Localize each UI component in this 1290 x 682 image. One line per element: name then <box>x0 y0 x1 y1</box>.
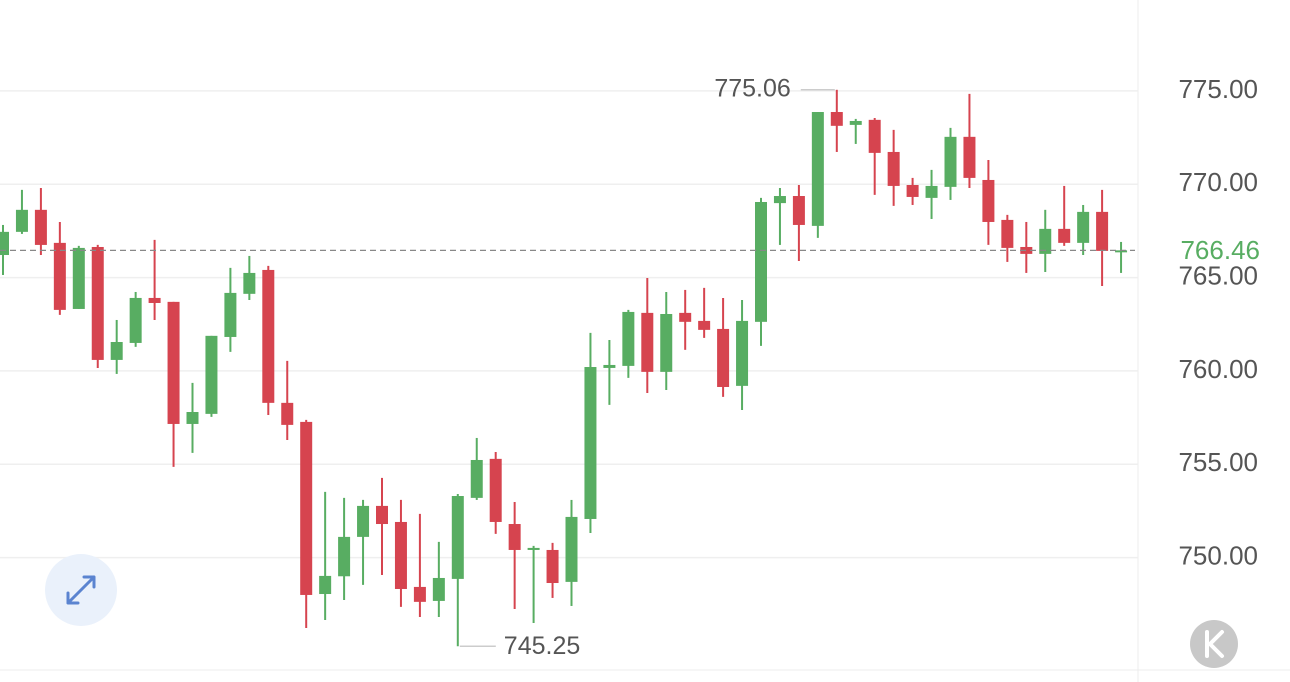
max-label: 775.06 <box>714 74 790 102</box>
candles <box>0 89 1128 647</box>
y-tick-label: 755.00 <box>1178 447 1258 477</box>
candle-body <box>15 209 28 232</box>
candle-body <box>792 196 805 225</box>
candle-body <box>394 521 407 589</box>
candle-body <box>376 505 388 525</box>
candle-body <box>281 402 294 425</box>
candle-body <box>1058 228 1071 243</box>
y-tick-label: 765.00 <box>1178 260 1258 290</box>
candle-body <box>963 136 976 178</box>
candle-body <box>811 112 824 226</box>
y-tick-label: 775.00 <box>1178 74 1258 104</box>
candle-body <box>186 412 199 424</box>
candle-body <box>1039 228 1052 254</box>
candle-body <box>830 112 843 126</box>
candle-body <box>72 247 85 309</box>
y-tick-label: 770.00 <box>1178 167 1258 197</box>
candle-body <box>1115 250 1128 253</box>
candle-body <box>300 421 313 595</box>
candle-body <box>413 586 426 602</box>
candle-body <box>319 575 332 595</box>
candle-body <box>129 297 142 343</box>
grid: 750.00 755.00 760.00 765.00 770.00 775.00 <box>0 74 1258 570</box>
candle-body <box>527 547 540 550</box>
candle-body <box>0 231 9 256</box>
candle-body <box>338 536 351 577</box>
candle-body <box>849 120 862 125</box>
candle-body <box>755 201 767 322</box>
candle-body <box>641 312 654 372</box>
candle-body <box>91 246 104 360</box>
candle-body <box>432 577 445 601</box>
candle-body <box>1001 219 1014 248</box>
candle-body <box>224 292 237 337</box>
candle-body <box>451 496 464 579</box>
candle-body <box>906 185 919 197</box>
candle-body <box>110 342 123 360</box>
candle-body <box>603 364 616 368</box>
candle-body <box>868 119 881 153</box>
y-tick-label: 760.00 <box>1178 354 1258 384</box>
y-tick-label: 750.00 <box>1178 540 1258 570</box>
k-button[interactable] <box>1190 620 1238 668</box>
candle-body <box>357 505 370 537</box>
candle-body <box>717 328 730 387</box>
candle-body <box>622 311 635 366</box>
candle-body <box>944 136 957 187</box>
candle-body <box>660 313 673 372</box>
candle-body <box>262 269 275 403</box>
last-price-bg <box>1142 234 1272 265</box>
candle-body <box>584 367 597 519</box>
candle-body <box>53 242 66 310</box>
candle-body <box>489 458 502 522</box>
min-label: 745.25 <box>504 632 580 660</box>
candle-body <box>470 459 483 498</box>
candle-body <box>1077 211 1090 243</box>
candle-body <box>925 185 938 198</box>
candle-body <box>167 301 180 424</box>
candle-body <box>34 209 47 245</box>
candle-body <box>736 320 749 386</box>
candle-body <box>887 151 900 186</box>
candle-body <box>773 196 786 204</box>
candle-body <box>1096 211 1109 251</box>
expand-button[interactable] <box>45 554 117 626</box>
annotations: 766.46 775.06 745.25 <box>0 74 1272 660</box>
candle-body <box>698 320 711 330</box>
candle-body <box>565 516 578 582</box>
candle-body <box>508 524 521 550</box>
candle-body <box>679 312 692 322</box>
candle-body <box>982 179 995 222</box>
candle-body <box>148 297 161 303</box>
candle-body <box>546 549 559 584</box>
candle-body <box>205 335 218 414</box>
candle-body <box>243 272 256 294</box>
last-price-label: 766.46 <box>1180 235 1260 265</box>
candle-body <box>1020 246 1033 254</box>
